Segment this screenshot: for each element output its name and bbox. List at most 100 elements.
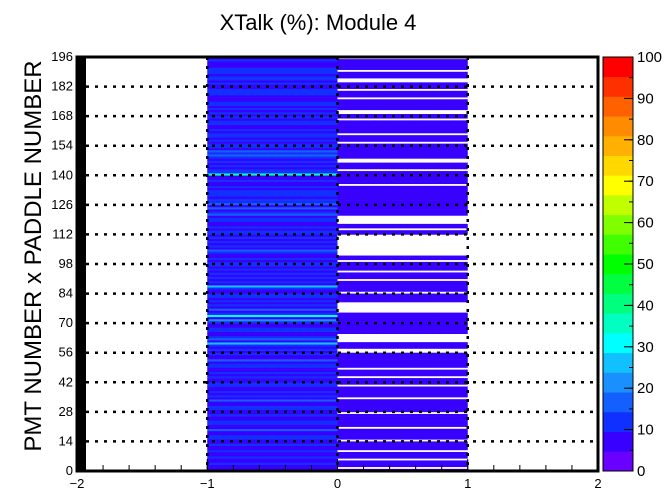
heatmap-cell (337, 190, 468, 193)
heatmap-cell (207, 344, 338, 347)
heatmap-cell (337, 61, 468, 64)
x-tick-label: 2 (594, 476, 601, 491)
heatmap-cell (337, 274, 468, 277)
x-axis-ticks: −2 −1 0 1 2 (70, 459, 602, 491)
heatmap-cell (337, 363, 468, 366)
heatmap-cell (207, 458, 338, 461)
heatmap-cell (337, 373, 468, 377)
heatmap-cell (207, 116, 338, 119)
heatmap-cell (207, 76, 338, 79)
heatmap-cell (207, 78, 338, 81)
heatmap-cell (207, 149, 338, 153)
color-scale-tick-label: 80 (637, 132, 654, 149)
heatmap-cell (337, 166, 468, 170)
heatmap-cell (207, 299, 338, 303)
heatmap-cell (207, 225, 338, 229)
heatmap-cell (337, 365, 468, 368)
heatmap-cell (207, 211, 338, 214)
y-axis-label: PMT NUMBER x PADDLE NUMBER (20, 60, 47, 451)
heatmap-cell (207, 409, 338, 413)
y-tick-label: 126 (51, 197, 73, 212)
heatmap-cell (207, 382, 338, 385)
heatmap-cell (207, 422, 338, 425)
heatmap-cell (207, 238, 338, 242)
heatmap-cell (337, 177, 468, 180)
heatmap-cell (207, 384, 338, 387)
color-scale-swatch (603, 175, 633, 196)
heatmap-cell (207, 90, 338, 94)
heatmap-cell (337, 371, 468, 375)
heatmap-cell (207, 124, 338, 127)
color-scale-swatch (603, 431, 633, 452)
heatmap-cell (207, 392, 338, 396)
heatmap-cell (207, 259, 338, 263)
color-scale-swatch (603, 155, 633, 176)
heatmap-cell (337, 130, 468, 134)
heatmap-cell (337, 418, 468, 421)
heatmap-cell (337, 312, 468, 315)
heatmap-cell (207, 424, 338, 427)
heatmap-cell (207, 101, 338, 104)
x-tick-label: −2 (70, 476, 85, 491)
heatmap-cell (337, 255, 468, 258)
heatmap-cell (337, 63, 468, 66)
heatmap-cell (337, 344, 468, 347)
heatmap-cell (207, 451, 338, 455)
heatmap-cell (207, 137, 338, 140)
heatmap-cell (337, 435, 468, 438)
heatmap-cell (207, 82, 338, 85)
heatmap-cell (207, 71, 338, 75)
heatmap-cell (337, 225, 468, 229)
heatmap-cell (337, 331, 468, 334)
heatmap-cell (337, 437, 468, 440)
color-scale-swatch (603, 135, 633, 156)
heatmap-cell (337, 82, 468, 85)
heatmap-cell (207, 340, 338, 343)
heatmap-cell (207, 59, 338, 62)
color-scale-tick-label: 20 (637, 380, 654, 397)
heatmap-cell (207, 287, 338, 290)
heatmap-cell (207, 316, 338, 320)
heatmap-cell (337, 71, 468, 75)
heatmap-cell (207, 194, 338, 197)
heatmap-cell (207, 99, 338, 102)
heatmap-cell (207, 283, 338, 286)
heatmap-cell (337, 206, 468, 210)
heatmap-cell (207, 162, 338, 166)
heatmap-cell (337, 171, 468, 174)
heatmap-cell (337, 107, 468, 111)
heatmap-cell (207, 154, 338, 157)
heatmap-cell (207, 223, 338, 227)
heatmap-cell (207, 213, 338, 216)
heatmap-cell (207, 92, 338, 96)
heatmap-cell (207, 280, 338, 284)
heatmap-cell (337, 451, 468, 455)
heatmap-cell (337, 361, 468, 364)
heatmap-cell (207, 261, 338, 265)
heatmap-cell (337, 416, 468, 419)
color-scale-swatch (603, 352, 633, 373)
heatmap-cell (207, 88, 338, 92)
heatmap-cell (207, 466, 338, 470)
heatmap-cell (337, 356, 468, 360)
heatmap-cell (207, 244, 338, 248)
heatmap-cell (337, 213, 468, 216)
x-tick-label: 0 (334, 476, 341, 491)
color-scale-swatch (603, 195, 633, 216)
heatmap-cell (207, 107, 338, 111)
heatmap-cell (207, 318, 338, 322)
heatmap-cell (207, 126, 338, 130)
heatmap-cell (207, 386, 338, 389)
heatmap-cell (207, 308, 338, 311)
y-tick-label: 28 (59, 404, 73, 419)
heatmap-cell (207, 437, 338, 440)
heatmap-cell (337, 454, 468, 457)
heatmap-cell (337, 154, 468, 157)
heatmap-cell (207, 276, 338, 280)
heatmap-cell (207, 103, 338, 106)
color-scale-swatch (603, 372, 633, 393)
heatmap-cell (207, 187, 338, 191)
color-scale-bar: 0 10 20 30 40 50 60 70 80 90 100 (602, 49, 662, 480)
color-scale-swatch (603, 214, 633, 235)
